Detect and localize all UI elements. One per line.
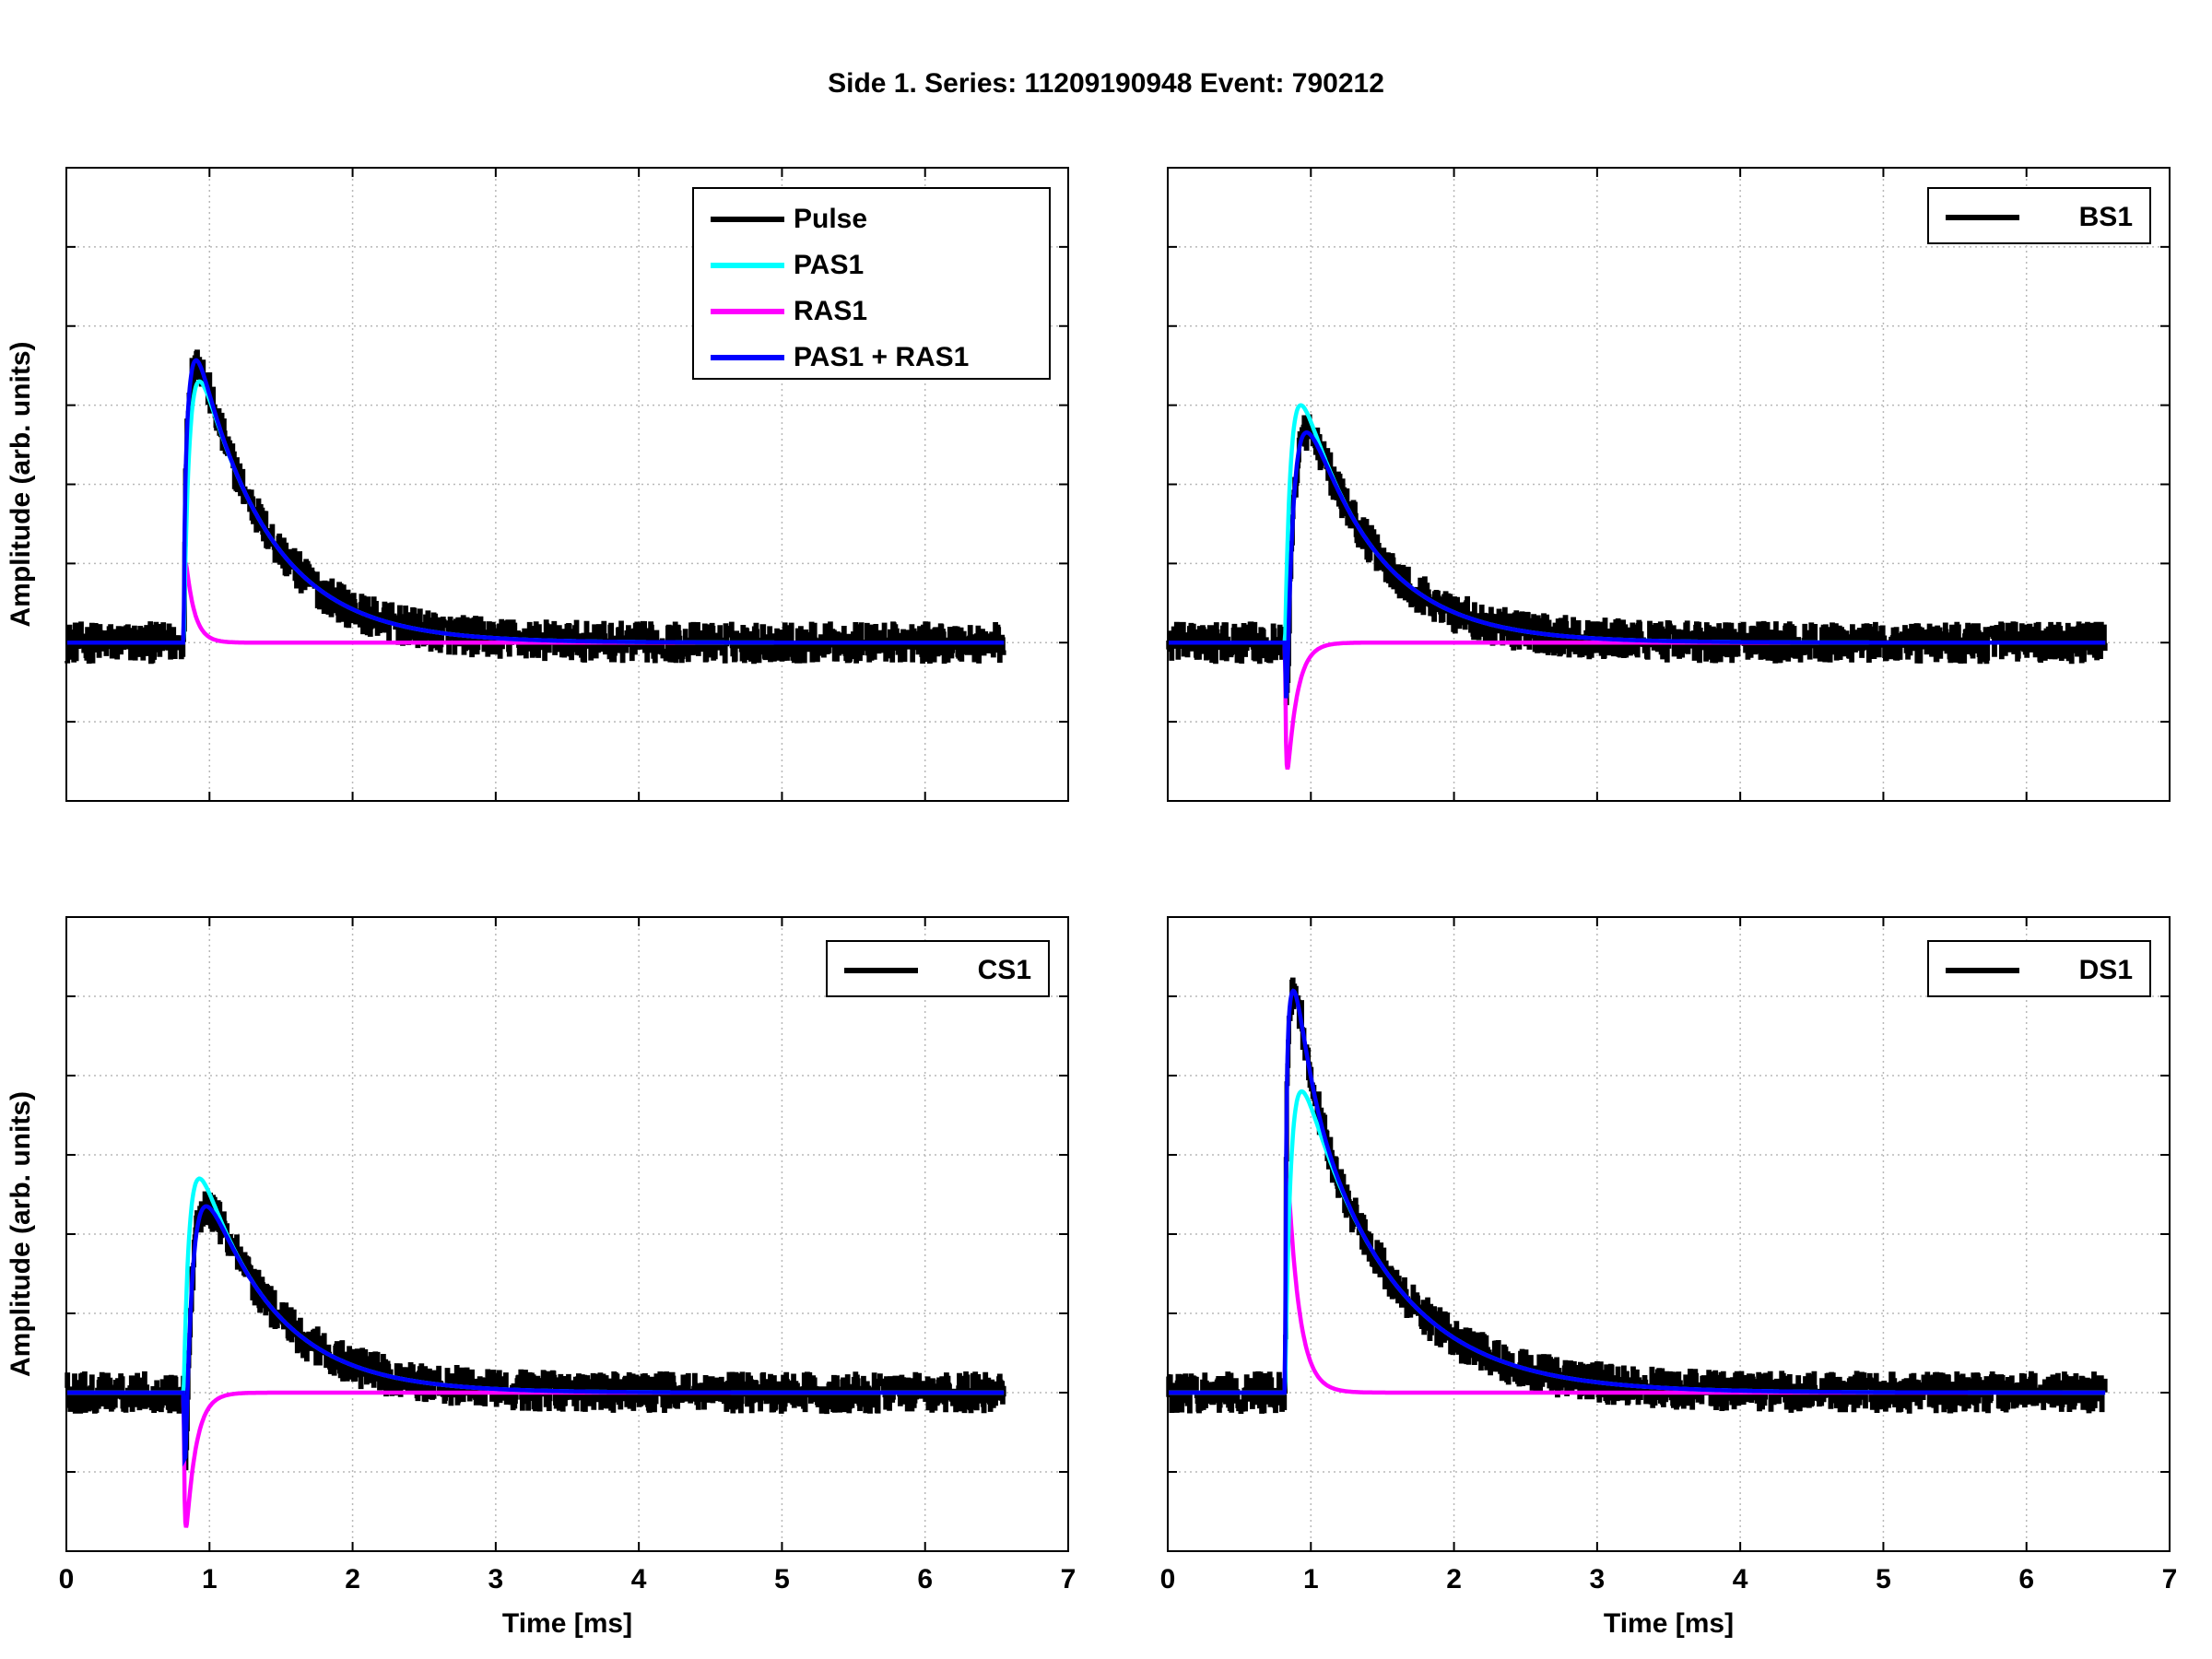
x-tick-label: 5 [774, 1564, 790, 1594]
legend-label-sum: PAS1 + RAS1 [794, 342, 970, 372]
legend-swatch-ds1 [1946, 968, 2019, 973]
x-tick-label: 0 [59, 1564, 75, 1594]
x-tick-label: 4 [1733, 1564, 1748, 1594]
axes-frame [65, 916, 1069, 1552]
legend-entry-sum: PAS1 + RAS1 [694, 335, 1049, 381]
legend-label-bs1: BS1 [2078, 202, 2133, 232]
legend-swatch-bs1 [1946, 215, 2019, 220]
legend-swatch-sum [711, 355, 784, 360]
legend-bs1: BS1 [1927, 187, 2151, 244]
x-tick-label: 2 [345, 1564, 360, 1594]
legend-label-cs1: CS1 [977, 955, 1031, 985]
y-axis-label: Amplitude (arb. units) [6, 342, 36, 628]
legend-swatch-ras1 [711, 309, 784, 314]
legend-main: Pulse PAS1 RAS1 PAS1 + RAS1 [692, 187, 1051, 380]
axes-frame [65, 167, 1069, 802]
legend-ds1: DS1 [1927, 940, 2151, 997]
series-line-ds1 [1166, 977, 2108, 1414]
legend-cs1: CS1 [826, 940, 1050, 997]
legend-label-ras1: RAS1 [794, 296, 868, 326]
panel-bottom-left: 0 1 2 3 4 5 6 7 Amplitude (arb. units) Time [ms] [6, 916, 1077, 1639]
axes-frame [1167, 916, 2171, 1552]
figure-title: Side 1. Series: 11209190948 Event: 79021… [828, 68, 1384, 99]
legend-entry-pas1: PAS1 [694, 242, 1049, 288]
legend-label-pas1: PAS1 [794, 250, 865, 280]
y-axis-label: Amplitude (arb. units) [6, 1091, 36, 1377]
x-axis-label: Time [ms] [1604, 1608, 1734, 1639]
legend-entry-pulse: Pulse [694, 196, 1049, 242]
series-line-pas1-ras1 [1168, 430, 2106, 699]
legend-label-ds1: DS1 [2078, 955, 2133, 985]
series-line-pas1-ras1 [66, 358, 1005, 645]
series-line-pas1-ras1 [1168, 988, 2106, 1395]
series-line-pas1-ras1 [66, 1204, 1005, 1467]
x-tick-label: 5 [1876, 1564, 1891, 1594]
x-tick-label: 6 [2018, 1564, 2034, 1594]
legend-entry-ras1: RAS1 [694, 288, 1049, 335]
x-tick-label: 3 [1590, 1564, 1606, 1594]
axes-frame [1167, 167, 2171, 802]
x-tick-label: 7 [2162, 1564, 2178, 1594]
x-tick-label: 7 [1061, 1564, 1077, 1594]
legend-label-pulse: Pulse [794, 204, 868, 234]
legend-swatch-pas1 [711, 263, 784, 268]
legend-swatch-cs1 [844, 968, 918, 973]
x-tick-label: 6 [917, 1564, 933, 1594]
x-tick-label: 1 [202, 1564, 218, 1594]
x-tick-label: 1 [1303, 1564, 1319, 1594]
x-tick-label: 4 [631, 1564, 647, 1594]
panel-top-right [1166, 167, 2171, 802]
x-tick-label: 2 [1446, 1564, 1462, 1594]
panel-bottom-right: 0 1 2 3 4 5 6 7 Time [ms] [1160, 916, 2178, 1639]
x-tick-label: 0 [1160, 1564, 1176, 1594]
legend-swatch-pulse [711, 217, 784, 222]
x-tick-label: 3 [488, 1564, 504, 1594]
x-axis-label: Time [ms] [502, 1608, 632, 1639]
